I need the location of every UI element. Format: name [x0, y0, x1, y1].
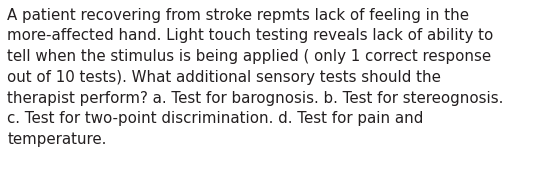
Text: A patient recovering from stroke repmts lack of feeling in the
more-affected han: A patient recovering from stroke repmts …	[7, 8, 504, 147]
